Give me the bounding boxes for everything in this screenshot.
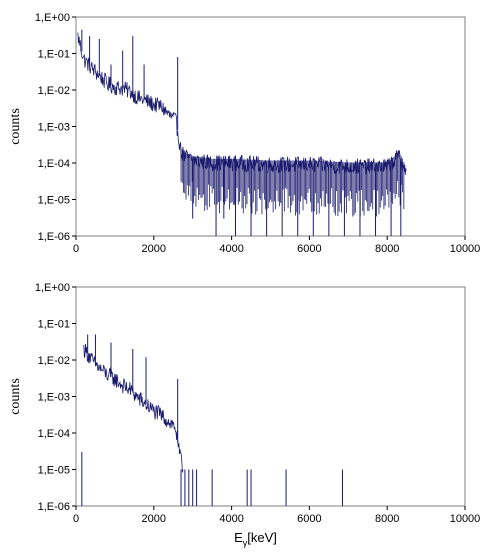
x-tick-label: 10000 bbox=[450, 243, 481, 255]
x-tick-label: 8000 bbox=[375, 243, 399, 255]
y-tick-label: 1,E+00 bbox=[35, 282, 70, 294]
x-tick-label: 0 bbox=[73, 243, 79, 255]
x-tick-label: 8000 bbox=[375, 513, 399, 525]
y-tick-label: 1,E-06 bbox=[38, 501, 70, 513]
x-tick-label: 0 bbox=[73, 513, 79, 525]
plot-area bbox=[75, 16, 466, 237]
y-tick-label: 1,E-01 bbox=[38, 319, 70, 331]
x-tick-label: 6000 bbox=[297, 243, 321, 255]
y-tick-label: 1,E-04 bbox=[38, 158, 70, 170]
chart-bottom: 1,E+00 1,E-01 1,E-02 1,E-03 1,E-04 1,E-05 1,E-… bbox=[8, 282, 480, 548]
y-tick-label: 1,E-05 bbox=[38, 195, 70, 207]
x-axis-label: Eγ[keV] bbox=[234, 530, 277, 548]
y-tick-label: 1,E-02 bbox=[38, 85, 70, 97]
x-tick-label: 4000 bbox=[219, 513, 243, 525]
x-tick-label: 2000 bbox=[142, 513, 166, 525]
x-tick-label: 2000 bbox=[142, 243, 166, 255]
x-tick-label: 10000 bbox=[450, 513, 481, 525]
y-tick-label: 1,E-06 bbox=[38, 231, 70, 243]
x-tick-label: 4000 bbox=[219, 243, 243, 255]
y-tick-label: 1,E+00 bbox=[35, 12, 70, 24]
y-tick-label: 1,E-05 bbox=[38, 465, 70, 477]
y-tick-label: 1,E-03 bbox=[38, 122, 70, 134]
y-axis-label: counts bbox=[8, 108, 23, 145]
chart-top: 1,E+00 1,E-01 1,E-02 1,E-03 1,E-04 1,E-05 1,E-… bbox=[8, 12, 480, 255]
y-tick-label: 1,E-01 bbox=[38, 49, 70, 61]
y-tick-label: 1,E-04 bbox=[38, 428, 70, 440]
x-tick-label: 6000 bbox=[297, 513, 321, 525]
y-axis-label: counts bbox=[8, 378, 23, 415]
spectrum-line bbox=[83, 343, 184, 473]
y-tick-label: 1,E-03 bbox=[38, 392, 70, 404]
y-tick-label: 1,E-02 bbox=[38, 355, 70, 367]
